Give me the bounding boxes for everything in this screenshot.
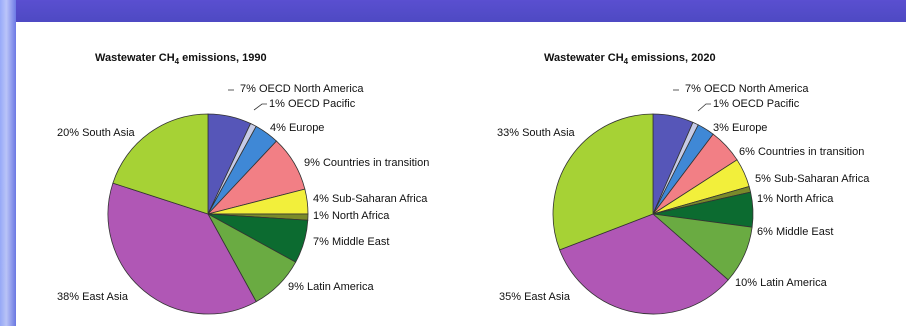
slice-label-north-africa: 1% North Africa: [757, 193, 834, 205]
slice-label-east-asia: 38% East Asia: [57, 291, 129, 303]
chart-title: Wastewater CH4 emissions, 1990: [95, 52, 267, 66]
chart-title-subscript: 4: [624, 57, 629, 66]
slice-label-sub-saharan-africa: 5% Sub-Saharan Africa: [755, 173, 870, 185]
slice-label-europe: 4% Europe: [270, 122, 324, 134]
pie-slice-east-asia: [559, 213, 729, 315]
slice-label-sub-saharan-africa: 4% Sub-Saharan Africa: [313, 193, 428, 205]
chart-title-suffix: emissions, 1990: [179, 52, 266, 64]
pie-slice-south-asia: [552, 113, 654, 251]
slice-label-south-asia: 33% South Asia: [497, 127, 576, 139]
slice-label-oecd-pacific: 1% OECD Pacific: [713, 98, 800, 110]
chart-title-main: Wastewater CH: [95, 52, 175, 64]
slice-label-latin-america: 10% Latin America: [735, 277, 828, 289]
slice-label-south-asia: 20% South Asia: [57, 127, 136, 139]
slice-label-east-asia: 35% East Asia: [499, 291, 571, 303]
chart-title-subscript: 4: [175, 57, 180, 66]
slice-label-north-africa: 1% North Africa: [313, 210, 390, 222]
pie-chart-2: Wastewater CH4 emissions, 2020 7% OECD No…: [497, 52, 870, 315]
slice-label-countries-in-transition: 9% Countries in transition: [304, 157, 429, 169]
pie-slice-east-asia: [107, 182, 257, 315]
chart-title-suffix: emissions, 2020: [628, 52, 715, 64]
chart-title: Wastewater CH4 emissions, 2020: [544, 52, 716, 66]
slice-label-oecd-north-america: 7% OECD North America: [685, 83, 809, 95]
slice-label-countries-in-transition: 6% Countries in transition: [739, 146, 864, 158]
slice-label-europe: 3% Europe: [713, 122, 767, 134]
leader-line-oecd-pacific: [253, 103, 267, 111]
chart-title-main: Wastewater CH: [544, 52, 624, 64]
pie-chart-1: Wastewater CH4 emissions, 1990 7% OECD No…: [57, 52, 429, 315]
slice-label-middle-east: 7% Middle East: [313, 236, 389, 248]
slice-label-oecd-pacific: 1% OECD Pacific: [269, 98, 356, 110]
leader-line-oecd-pacific: [697, 103, 711, 112]
pie-slice-south-asia: [112, 113, 209, 215]
slice-label-oecd-north-america: 7% OECD North America: [240, 83, 364, 95]
slice-label-latin-america: 9% Latin America: [288, 281, 374, 293]
slice-label-middle-east: 6% Middle East: [757, 226, 833, 238]
slide-side-stripe: [0, 0, 16, 326]
